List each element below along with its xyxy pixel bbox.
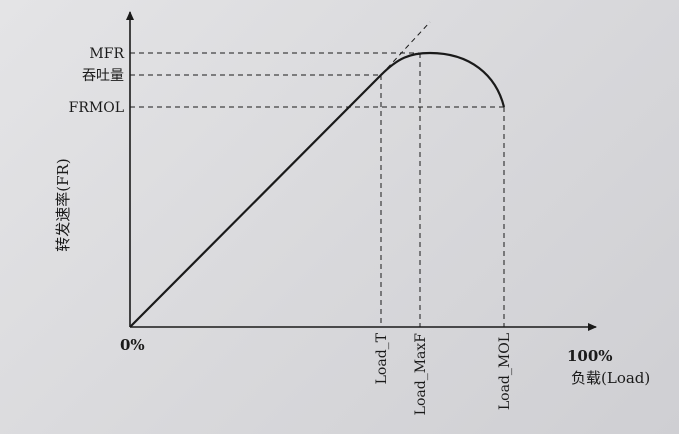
origin-label: 0% [120,336,145,354]
load-t-label: Load_T [374,332,390,384]
mfr-label: MFR [89,46,124,62]
load-maxf-label: Load_MaxF [413,333,429,416]
y-axis-title: 转发速率(FR) [54,158,72,251]
forwarding-rate-curve [129,51,506,328]
x-axis-title: 负载(Load) [571,369,650,387]
x-end-label: 100% [567,347,613,365]
frmol-label: FRMOL [69,100,124,116]
throughput-label: 吞吐量 [82,68,124,84]
load-mol-label: Load_MOL [497,333,513,410]
